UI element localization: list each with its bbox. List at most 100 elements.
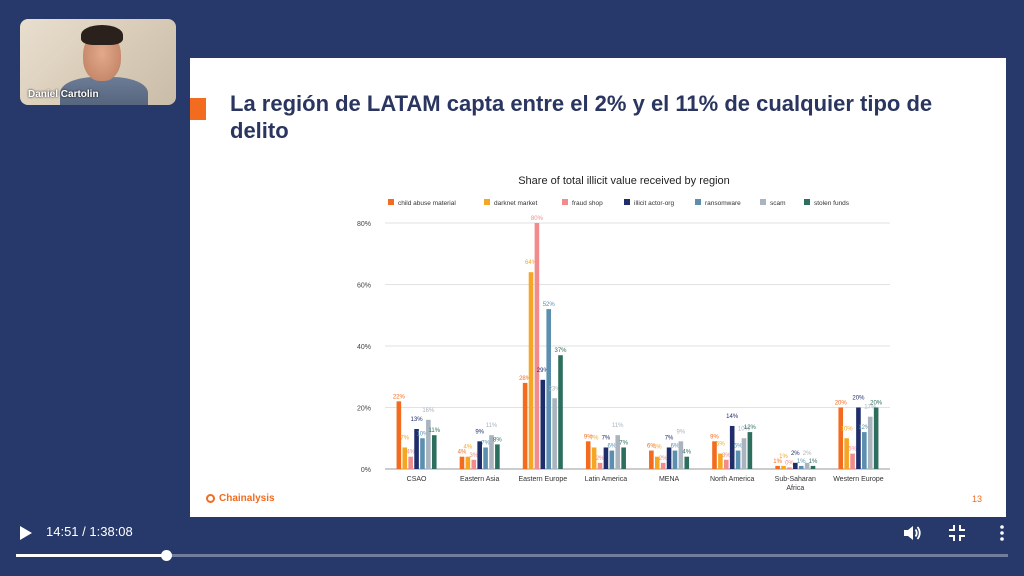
bar-chart: Share of total illicit value received by… xyxy=(357,175,890,492)
bar-data-label: 10% xyxy=(738,426,751,432)
chart-bar xyxy=(431,435,437,469)
chart-bar xyxy=(609,450,615,469)
play-icon[interactable] xyxy=(14,522,36,544)
chart-bar xyxy=(585,441,591,469)
bar-data-label: 10% xyxy=(841,426,854,432)
time-separator: / xyxy=(78,524,90,539)
bar-data-label: 16% xyxy=(422,408,435,414)
chart-bar xyxy=(420,438,425,469)
presentation-slide: La región de LATAM capta entre el 2% y e… xyxy=(190,58,1006,517)
bar-data-label: 9% xyxy=(475,429,484,435)
chart-bar xyxy=(798,465,804,469)
chart-bar xyxy=(873,407,879,469)
chart-bar xyxy=(408,456,413,469)
bar-data-label: 4% xyxy=(682,450,691,456)
chart-bar xyxy=(402,447,408,469)
bar-data-label: 6% xyxy=(671,444,680,450)
chart-bar xyxy=(660,462,666,469)
chart-bar xyxy=(787,467,792,469)
chart-bar xyxy=(426,419,431,469)
chart-y-axis: 0% 20% 40% 60% 80% xyxy=(357,221,371,474)
progress-scrubber[interactable] xyxy=(160,550,172,561)
volume-icon[interactable] xyxy=(901,522,923,544)
bar-data-label: 2% xyxy=(791,451,800,457)
bar-data-label: 1% xyxy=(809,459,818,465)
bar-data-label: 20% xyxy=(852,396,865,402)
chart-bar xyxy=(483,447,488,469)
chart-bar xyxy=(804,462,810,469)
chart-legend: child abuse material darknet market fraud … xyxy=(388,199,850,207)
bar-data-label: 4% xyxy=(458,450,467,456)
x-tick-label: Western Europe xyxy=(833,476,884,483)
bar-data-label: 20% xyxy=(870,401,883,407)
legend-swatch xyxy=(804,199,810,205)
chart-bar xyxy=(672,450,678,469)
bar-data-label: 23% xyxy=(549,386,562,392)
bar-data-label: 1% xyxy=(797,459,806,465)
legend-label: stolen funds xyxy=(814,200,850,207)
chart-bar xyxy=(649,450,654,469)
chart-bar xyxy=(396,401,402,469)
bar-data-label: 7% xyxy=(619,440,628,446)
chart-bar xyxy=(810,465,816,469)
presenter-hair xyxy=(81,25,123,45)
chart-bar xyxy=(793,462,798,469)
presenter-webcam: Daniel Cartolin xyxy=(20,19,176,105)
bar-data-label: 22% xyxy=(393,394,406,400)
bar-data-label: 6% xyxy=(608,444,617,450)
chart-bar xyxy=(654,456,660,469)
chart-bar xyxy=(850,453,855,469)
bar-data-label: 4% xyxy=(653,445,662,451)
bar-data-label: 6% xyxy=(734,444,743,450)
bar-data-label: 11% xyxy=(486,423,498,429)
more-vert-icon[interactable] xyxy=(992,522,1012,544)
y-tick-label: 0% xyxy=(361,467,371,474)
chart-bar xyxy=(718,453,723,469)
chart-bar xyxy=(844,438,849,469)
bar-data-label: 13% xyxy=(411,417,424,423)
legend-label: child abuse material xyxy=(398,200,456,207)
bar-data-label: 14% xyxy=(726,414,739,420)
title-accent-bar xyxy=(190,98,206,120)
progress-bar[interactable] xyxy=(16,550,1008,561)
chart-bar xyxy=(781,465,786,469)
bar-data-label: 64% xyxy=(525,260,538,266)
chart-bar xyxy=(489,435,494,469)
chart-bar xyxy=(747,432,753,469)
bar-data-label: 9% xyxy=(584,434,593,440)
bar-data-label: 9% xyxy=(677,429,686,435)
chart-bar xyxy=(867,416,873,469)
chart-bar xyxy=(621,447,626,469)
chart-bar xyxy=(540,379,546,469)
bar-data-label: 5% xyxy=(848,447,857,453)
chart-bar xyxy=(603,447,609,469)
exit-fullscreen-icon[interactable] xyxy=(946,522,968,544)
legend-label: darknet market xyxy=(494,200,538,207)
bar-data-label: 17% xyxy=(864,405,877,411)
chart-bar xyxy=(546,309,552,469)
chart-bar xyxy=(735,450,741,469)
y-tick-label: 20% xyxy=(357,406,371,413)
bar-data-label: 8% xyxy=(493,437,502,443)
bar-data-label: 9% xyxy=(710,434,719,440)
bar-data-label: 7% xyxy=(665,435,674,441)
chart-bar xyxy=(729,425,735,469)
bar-data-label: 2% xyxy=(803,451,812,457)
chart-bar xyxy=(534,223,540,469)
chart-bar xyxy=(666,447,672,469)
chart-title: Share of total illicit value received by… xyxy=(518,175,730,187)
chart-bar xyxy=(838,407,844,469)
legend-swatch xyxy=(388,199,394,205)
chart-bar xyxy=(414,429,419,469)
chart-bar xyxy=(862,432,867,469)
bar-data-label: 0% xyxy=(785,460,794,466)
bar-data-label: 5% xyxy=(716,442,725,448)
x-tick-label: Africa xyxy=(786,485,804,492)
legend-label: illicit actor-org xyxy=(634,200,674,207)
bar-data-label: 2% xyxy=(596,456,605,462)
chart-bar xyxy=(597,462,603,469)
x-tick-label: North America xyxy=(710,476,754,483)
bar-data-label: 29% xyxy=(537,368,550,374)
bar-data-label: 4% xyxy=(464,445,473,451)
